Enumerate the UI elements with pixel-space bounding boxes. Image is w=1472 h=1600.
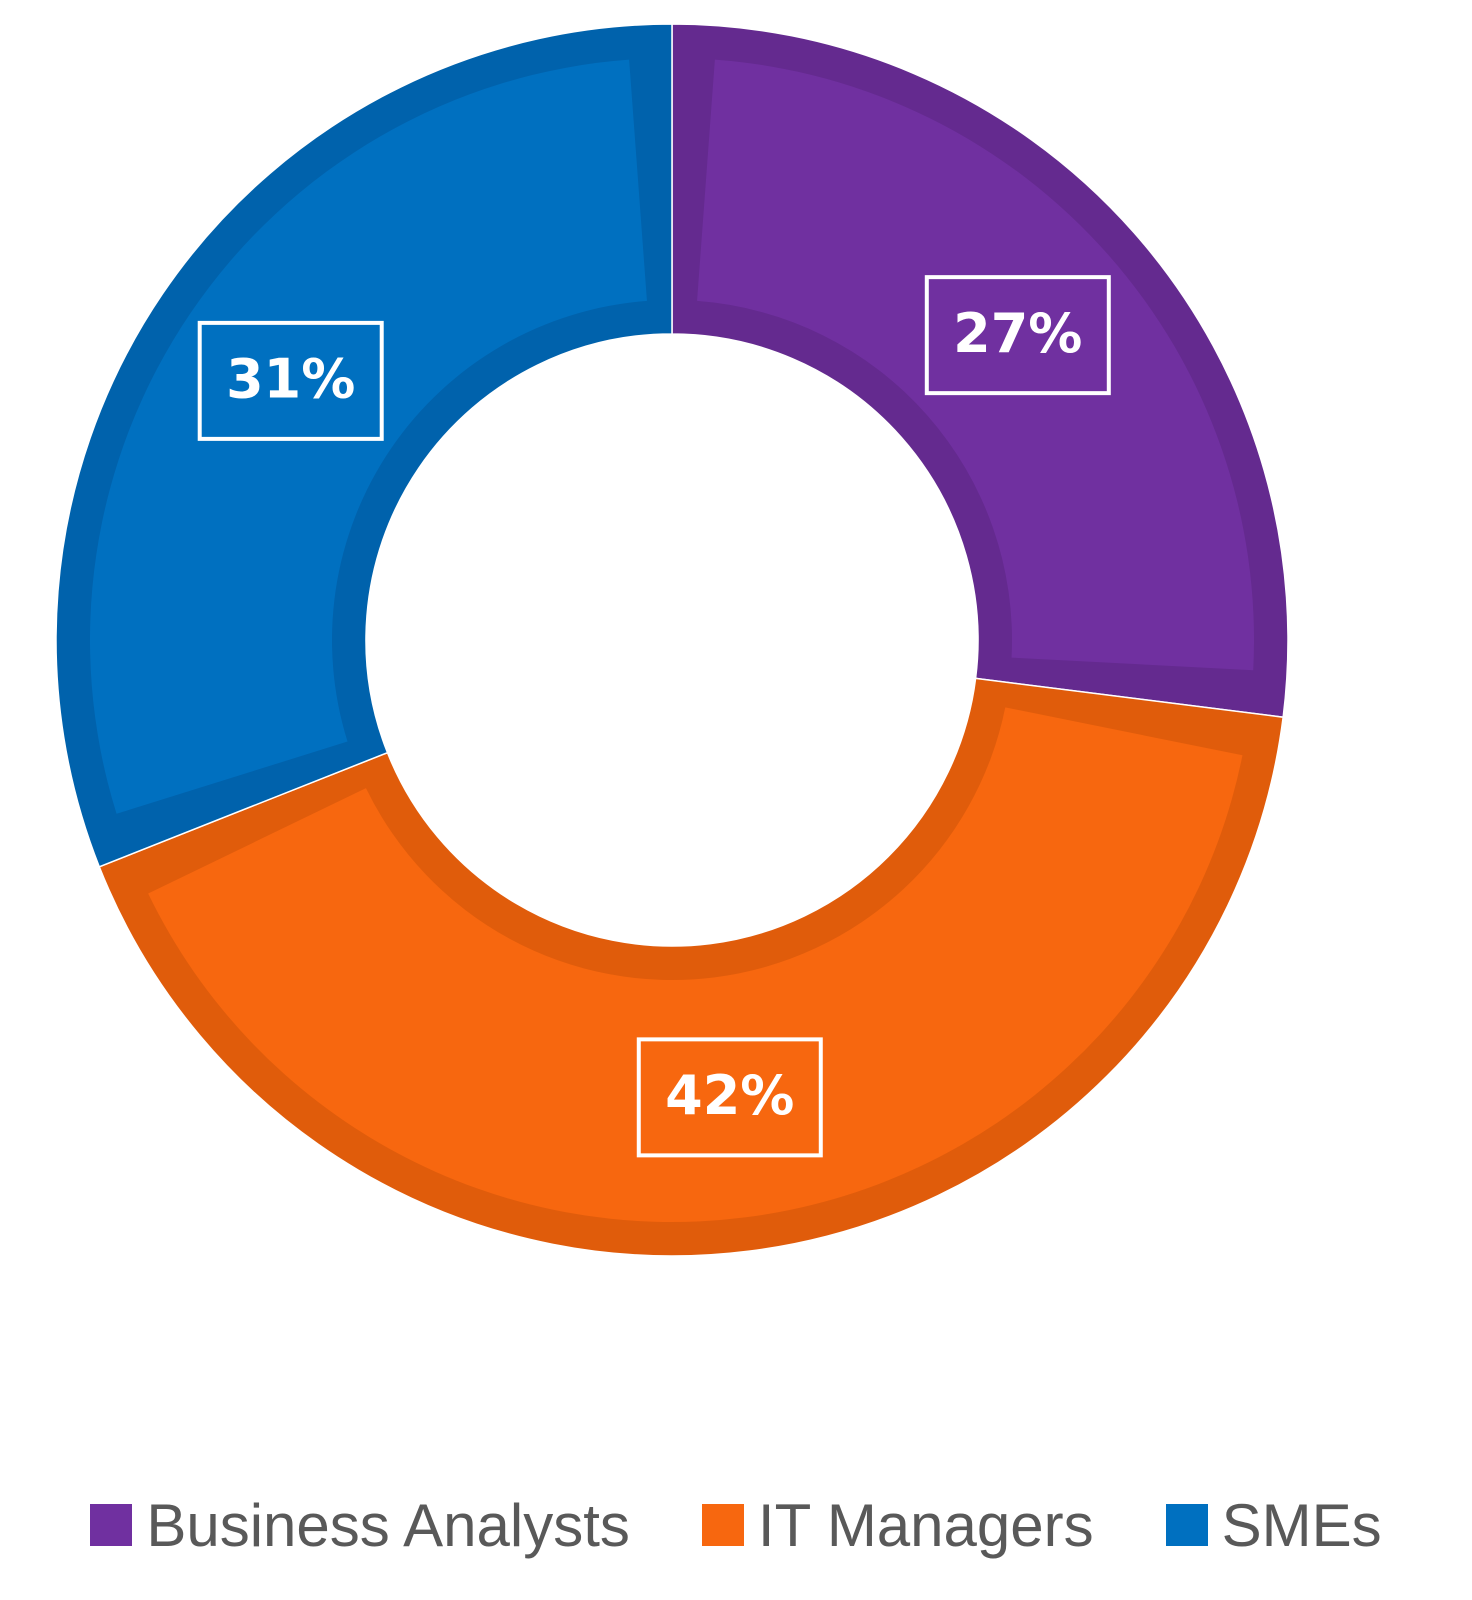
data-label-smes: 31%	[226, 348, 355, 411]
legend-label-smes: SMEs	[1221, 1491, 1382, 1559]
legend-swatch-smes	[1165, 1504, 1208, 1546]
donut-slice-fill-business-analysts	[697, 59, 1254, 671]
slices-layer	[55, 23, 1289, 1257]
data-label-box-smes	[197, 320, 384, 441]
donut-slice-fill-smes	[89, 59, 647, 814]
data-label-business-analysts: 27%	[953, 302, 1082, 365]
donut-chart: 27% 42% 31%	[55, 23, 1289, 1257]
donut-slice-fill-it-managers	[148, 707, 1243, 1222]
data-label-it-managers: 42%	[665, 1064, 794, 1127]
data-label-box-it-managers	[636, 1037, 823, 1158]
legend-label-it-managers: IT Managers	[757, 1491, 1094, 1559]
legend-item-business-analysts[interactable]: Business Analysts	[90, 1491, 630, 1560]
legend-item-smes[interactable]: SMEs	[1165, 1491, 1382, 1560]
legend-swatch-it-managers	[701, 1504, 744, 1546]
legend-label-business-analysts: Business Analysts	[146, 1491, 630, 1559]
data-label-box-business-analysts	[924, 275, 1111, 396]
legend-swatch-business-analysts	[90, 1504, 133, 1546]
legend: Business Analysts IT Managers SMEs	[0, 1485, 1472, 1565]
data-labels-layer: 27% 42% 31%	[197, 275, 1111, 1158]
legend-item-it-managers[interactable]: IT Managers	[701, 1491, 1094, 1560]
